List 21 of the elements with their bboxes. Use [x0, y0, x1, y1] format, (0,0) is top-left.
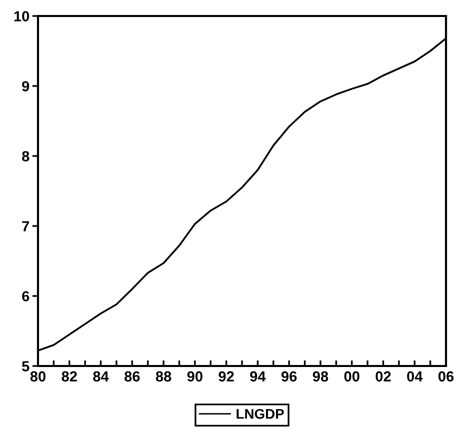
x-tick-label: 04 — [407, 371, 423, 382]
y-tick-label: 6 — [22, 291, 30, 302]
x-tick-label: 92 — [218, 371, 234, 382]
y-tick-label: 7 — [22, 221, 30, 232]
x-tick-label: 98 — [312, 371, 328, 382]
y-tick-label: 9 — [22, 81, 30, 92]
x-tick-label: 02 — [376, 371, 391, 382]
x-tick-label: 82 — [62, 371, 77, 382]
y-tick-label: 5 — [22, 361, 30, 372]
x-tick-label: 96 — [281, 371, 297, 382]
y-tick-label: 10 — [14, 11, 30, 22]
x-tick-label: 94 — [250, 371, 266, 382]
x-tick-label: 90 — [187, 371, 202, 382]
x-tick-label: 00 — [344, 371, 360, 382]
legend-label: LNGDP — [236, 408, 284, 419]
x-tick-label: 84 — [93, 371, 109, 382]
x-tick-label: 88 — [156, 371, 172, 382]
x-tick-label: 86 — [124, 371, 140, 382]
x-tick-label: 80 — [30, 371, 46, 382]
x-tick-label: 06 — [438, 371, 454, 382]
y-tick-label: 8 — [22, 151, 30, 162]
